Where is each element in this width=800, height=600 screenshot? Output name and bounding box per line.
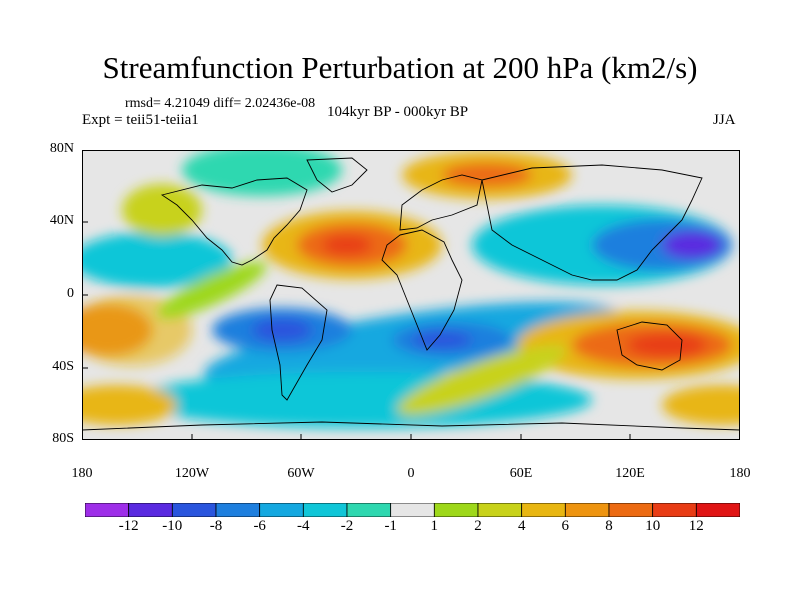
negative-peak-atlantic bbox=[412, 331, 472, 349]
lon-label-180e: 180 bbox=[729, 466, 751, 481]
colorbar-box bbox=[390, 503, 435, 517]
colorbar-label: 10 bbox=[645, 518, 661, 534]
colorbar-label: -8 bbox=[209, 518, 223, 534]
coast-greenland bbox=[306, 157, 368, 193]
lat-label-40n: 40N bbox=[49, 213, 74, 228]
colorbar-box bbox=[346, 503, 392, 517]
coast-antarctica bbox=[82, 421, 740, 431]
coast-africa bbox=[381, 229, 463, 351]
colorbar-box bbox=[302, 503, 348, 517]
period-label: 104kyr BP - 000kyr BP bbox=[327, 104, 469, 120]
lon-label-60w: 60W bbox=[287, 466, 315, 481]
colorbar-box bbox=[171, 503, 217, 517]
colorbar-box bbox=[564, 503, 610, 517]
colorbar-label: 4 bbox=[517, 518, 526, 534]
colorbar-box bbox=[128, 503, 173, 517]
coast-south-america bbox=[269, 284, 328, 401]
colorbar-box bbox=[521, 503, 566, 517]
coast-asia bbox=[481, 164, 703, 281]
lon-label-120w: 120W bbox=[174, 466, 210, 481]
lat-label-40s: 40S bbox=[52, 359, 74, 374]
lon-label-120e: 120E bbox=[615, 466, 645, 481]
coast-australia bbox=[616, 321, 683, 371]
negative-peak-asia bbox=[662, 231, 722, 259]
lon-label-60e: 60E bbox=[509, 466, 533, 481]
lon-label-0: 0 bbox=[407, 466, 415, 481]
season-label: JJA bbox=[713, 112, 736, 128]
lat-label-0: 0 bbox=[67, 286, 74, 301]
coast-north-america bbox=[160, 177, 308, 266]
colorbar-label: 6 bbox=[561, 518, 570, 534]
colorbar-box bbox=[608, 503, 654, 517]
colorbar-box bbox=[215, 503, 261, 517]
lon-label-180w: 180 bbox=[71, 466, 93, 481]
positive-south-atlantic-arc bbox=[397, 344, 567, 416]
colorbar-label: -2 bbox=[340, 518, 354, 534]
negative-band-pacific-north bbox=[82, 232, 232, 288]
coastlines bbox=[82, 157, 740, 431]
negative-peak-samerica bbox=[252, 318, 312, 342]
colorbar-label: 2 bbox=[474, 518, 482, 534]
colorbar-label: -10 bbox=[162, 518, 183, 534]
experiment-label: Expt = teii51-teiia1 bbox=[82, 112, 199, 128]
colorbar-box bbox=[652, 503, 697, 517]
colorbar-label: -4 bbox=[297, 518, 310, 534]
colorbar-box bbox=[477, 503, 523, 517]
figure-title: Streamfunction Perturbation at 200 hPa (… bbox=[102, 50, 698, 85]
positive-band-pacific-west bbox=[122, 184, 202, 236]
field-anomalies bbox=[82, 150, 740, 428]
colorbar bbox=[85, 503, 740, 517]
lat-label-80s: 80S bbox=[52, 431, 74, 446]
positive-south-far-west bbox=[82, 385, 177, 425]
colorbar-label: -6 bbox=[253, 518, 266, 534]
stats-text: rmsd= 4.21049 diff= 2.02436e-08 bbox=[125, 96, 316, 111]
colorbar-label: 8 bbox=[605, 518, 613, 534]
colorbar-box bbox=[259, 503, 304, 517]
positive-peak-australia bbox=[627, 333, 707, 357]
negative-arctic bbox=[182, 150, 342, 196]
positive-south-far-east bbox=[662, 385, 740, 425]
positive-peak-north-atlantic bbox=[322, 235, 372, 255]
positive-greenish-band bbox=[157, 261, 267, 319]
colorbar-label: 1 bbox=[430, 518, 439, 534]
colorbar-box bbox=[85, 503, 130, 517]
map-plot bbox=[82, 150, 740, 440]
colorbar-label: -12 bbox=[118, 518, 139, 534]
axis-ticks bbox=[82, 150, 740, 440]
lat-label-80n: 80N bbox=[49, 141, 74, 156]
colorbar-box bbox=[433, 503, 479, 517]
positive-arctic-core bbox=[442, 163, 532, 187]
colorbar-label: 12 bbox=[688, 518, 704, 534]
colorbar-box bbox=[695, 503, 740, 517]
colorbar-label: -1 bbox=[384, 518, 397, 534]
